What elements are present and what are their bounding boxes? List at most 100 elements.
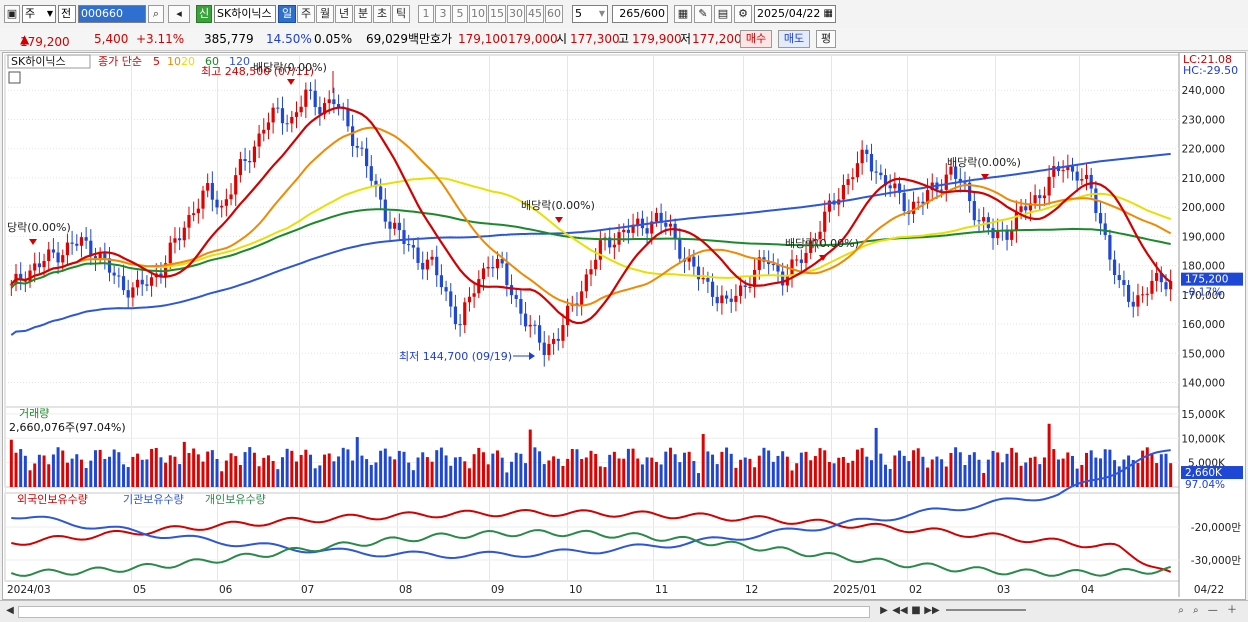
candle-body xyxy=(379,186,383,200)
nav-stop-icon[interactable]: ■ xyxy=(911,605,921,616)
dividend-label: 배당락(0.00%) xyxy=(785,237,859,250)
candle-body xyxy=(879,172,883,176)
volume-bar xyxy=(1075,468,1079,487)
volume-bar xyxy=(570,448,574,487)
period-button-0[interactable]: 일 xyxy=(278,5,296,23)
nav-rewind-icon[interactable]: ◀◀ xyxy=(892,605,908,616)
interval-select[interactable]: 5 ▼ xyxy=(572,5,608,23)
volume-bar xyxy=(1159,454,1163,487)
candle-body xyxy=(874,171,878,173)
period-button-4[interactable]: 분 xyxy=(354,5,372,23)
volume-bar xyxy=(622,458,626,487)
candle-body xyxy=(566,305,570,326)
candle-body xyxy=(715,296,719,304)
volume-bar xyxy=(187,453,191,487)
price-tick-label: 230,000 xyxy=(1182,114,1225,126)
period-button-2[interactable]: 월 xyxy=(316,5,334,23)
zoom-slider[interactable] xyxy=(946,609,1026,611)
candle-body xyxy=(804,252,808,263)
buy-button[interactable]: 매수 xyxy=(740,30,772,48)
volume-bar xyxy=(407,462,411,487)
price-type-select[interactable]: 전 xyxy=(58,5,76,23)
scroll-left-icon[interactable]: ◀ xyxy=(6,605,14,616)
volume-bar xyxy=(196,454,200,487)
speaker-icon[interactable]: ◂ xyxy=(168,5,190,23)
market-select[interactable]: 주 ▼ xyxy=(22,5,56,23)
volume-bar xyxy=(701,434,705,487)
nav-forward-icon[interactable]: ▶▶ xyxy=(924,605,940,616)
volume-bar xyxy=(1052,449,1056,487)
volume-bar xyxy=(9,439,13,487)
volume-bar xyxy=(832,463,836,487)
volume-bar xyxy=(467,468,471,487)
interval-button-0[interactable]: 1 xyxy=(418,5,434,23)
chart-svg[interactable]: 140,000 150,000 160,000 170,000 180,000 190,0… xyxy=(3,53,1245,599)
volume-bar xyxy=(294,461,298,487)
date-input[interactable]: 2025/04/22 ▦ xyxy=(754,5,836,23)
volume-bar xyxy=(28,470,32,487)
volume-bar xyxy=(248,447,252,487)
price-tick-label: 180,000 xyxy=(1182,261,1225,273)
candle-body xyxy=(1131,301,1135,307)
period-button-1[interactable]: 주 xyxy=(297,5,315,23)
candle-body xyxy=(103,253,107,259)
holdings-tick-label: -20,000만 xyxy=(1191,522,1242,534)
volume-bar xyxy=(481,452,485,487)
evaluate-button[interactable]: 평 xyxy=(816,30,836,48)
time-tick-label: 04/22 xyxy=(1194,584,1224,596)
interval-button-2[interactable]: 5 xyxy=(452,5,468,23)
candle-body xyxy=(313,90,317,107)
candle-body xyxy=(1136,295,1140,307)
count-input[interactable]: 265/600 xyxy=(612,5,668,23)
low-arrow-head xyxy=(529,352,535,360)
interval-button-3[interactable]: 10 xyxy=(469,5,487,23)
volume-bar xyxy=(290,450,294,487)
volume-bar xyxy=(332,461,336,487)
price-tick-label: 170,000 xyxy=(1182,290,1225,302)
candle-body xyxy=(411,245,415,248)
candle-body xyxy=(397,222,401,231)
volume-bar xyxy=(767,450,771,487)
candle-body xyxy=(523,313,528,327)
volume-bar xyxy=(1089,450,1093,487)
candle-body xyxy=(528,324,532,327)
save-icon[interactable]: ▤ xyxy=(714,5,732,23)
candle-body xyxy=(131,287,135,298)
high-annotation: 최고 248,500 (07/11) xyxy=(201,65,314,78)
volume-bar xyxy=(1141,450,1145,487)
interval-button-7[interactable]: 60 xyxy=(545,5,563,23)
candle-body xyxy=(818,231,822,239)
volume-bar xyxy=(383,448,387,487)
interval-button-5[interactable]: 30 xyxy=(507,5,525,23)
period-button-6[interactable]: 틱 xyxy=(392,5,410,23)
chart-draw-icon[interactable]: ✎ xyxy=(694,5,712,23)
new-badge[interactable]: 신 xyxy=(196,5,212,23)
candle-body xyxy=(126,290,130,298)
interval-button-1[interactable]: 3 xyxy=(435,5,451,23)
scrollbar[interactable] xyxy=(18,606,870,618)
volume-bar xyxy=(547,460,551,487)
window-icon[interactable]: ▣ xyxy=(4,5,20,23)
candle-body xyxy=(472,293,476,297)
search-icon[interactable]: ⌕ xyxy=(148,5,164,23)
candle-body xyxy=(327,99,331,104)
interval-button-6[interactable]: 45 xyxy=(526,5,544,23)
time-tick-label: 08 xyxy=(399,584,412,596)
nav-play-icon[interactable]: ▶ xyxy=(880,605,888,616)
ask-label: 호가 xyxy=(430,32,453,46)
volume-bar xyxy=(940,459,944,487)
interval-button-4[interactable]: 15 xyxy=(488,5,506,23)
code-input[interactable]: 000660 xyxy=(78,5,146,23)
stock-name-field[interactable]: SK하이닉스 xyxy=(214,5,276,23)
period-button-5[interactable]: 초 xyxy=(373,5,391,23)
sell-button[interactable]: 매도 xyxy=(778,30,810,48)
volume-bar xyxy=(458,456,462,487)
volume-bar xyxy=(89,460,93,487)
chart-grid-icon[interactable]: ▦ xyxy=(674,5,692,23)
tool-icons[interactable]: ⌕ ⌕ — ＋ xyxy=(1178,605,1240,616)
settings-icon[interactable]: ⚙ xyxy=(734,5,752,23)
candle-body xyxy=(93,256,98,260)
volume-bar xyxy=(323,454,327,487)
volume-bar xyxy=(47,464,51,487)
period-button-3[interactable]: 년 xyxy=(335,5,353,23)
